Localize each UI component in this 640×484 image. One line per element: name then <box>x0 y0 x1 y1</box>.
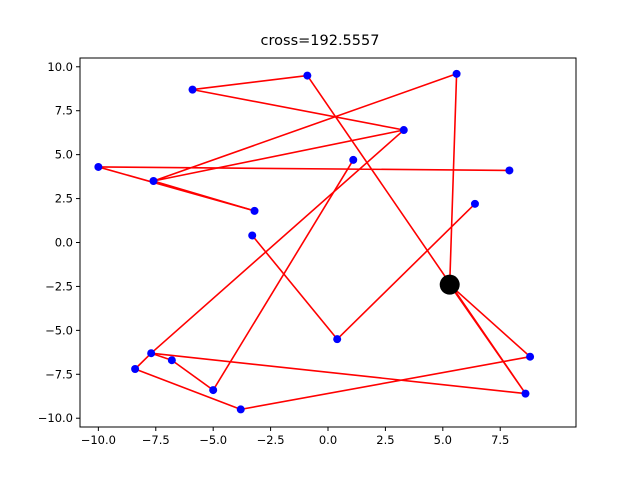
x-tick-label: 7.5 <box>491 433 509 447</box>
y-tick-label: 10.0 <box>47 60 73 74</box>
city-point <box>131 365 140 374</box>
city-point <box>149 177 158 185</box>
x-tick-label: −2.5 <box>257 433 285 447</box>
city-point <box>505 166 514 175</box>
city-point <box>452 69 461 78</box>
city-point <box>349 155 358 164</box>
x-tick-label: 0.0 <box>319 433 337 447</box>
tour-path <box>134 73 531 411</box>
city-point <box>526 352 535 361</box>
x-tick-label: −10.0 <box>81 433 116 447</box>
start-point-marker <box>439 274 460 295</box>
y-tick-label: 5.0 <box>55 148 73 162</box>
y-tick-label: −10.0 <box>38 411 73 425</box>
x-tick-label: 5.0 <box>434 433 452 447</box>
y-tick-label: −5.0 <box>45 323 73 337</box>
tour-segment <box>150 129 405 354</box>
city-point <box>167 356 176 365</box>
city-point <box>209 386 218 395</box>
city-point <box>470 199 479 208</box>
city-point <box>333 335 342 344</box>
tour-segment <box>98 166 510 172</box>
city-point <box>250 206 259 215</box>
tour-segment <box>153 180 255 212</box>
city-point <box>236 405 245 414</box>
city-point <box>521 389 530 398</box>
city-point <box>248 231 257 240</box>
y-tick-label: −2.5 <box>45 279 73 293</box>
tour-segment <box>251 234 338 340</box>
city-point <box>188 85 197 94</box>
y-tick-label: 7.5 <box>55 104 73 118</box>
y-tick-label: 0.0 <box>55 236 73 250</box>
chart-title: cross=192.5557 <box>260 33 380 49</box>
city-point <box>399 126 408 135</box>
x-tick-label: −5.0 <box>199 433 227 447</box>
x-tick-label: 2.5 <box>376 433 394 447</box>
x-tick-label: −7.5 <box>142 433 170 447</box>
city-point <box>303 71 312 80</box>
city-point <box>147 349 156 358</box>
y-tick-label: −7.5 <box>45 367 73 381</box>
y-tick-label: 2.5 <box>55 192 73 206</box>
tour-segment <box>212 159 354 391</box>
tour-segment <box>171 359 214 391</box>
city-point <box>94 162 103 171</box>
tour-segment <box>336 203 476 340</box>
